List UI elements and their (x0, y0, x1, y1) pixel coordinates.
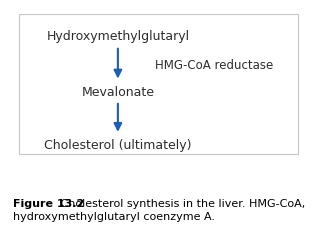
Text: Cholesterol (ultimately): Cholesterol (ultimately) (44, 139, 192, 152)
Text: Hydroxymethylglutaryl: Hydroxymethylglutaryl (46, 30, 189, 43)
Text: Mevalonate: Mevalonate (81, 86, 154, 99)
Text: Cholesterol synthesis in the liver. HMG-CoA,: Cholesterol synthesis in the liver. HMG-… (50, 199, 305, 209)
Text: hydroxymethylglutaryl coenzyme A.: hydroxymethylglutaryl coenzyme A. (13, 212, 215, 222)
Text: Figure 13.2: Figure 13.2 (13, 199, 84, 209)
FancyBboxPatch shape (19, 14, 298, 154)
Text: HMG-CoA reductase: HMG-CoA reductase (155, 59, 273, 72)
